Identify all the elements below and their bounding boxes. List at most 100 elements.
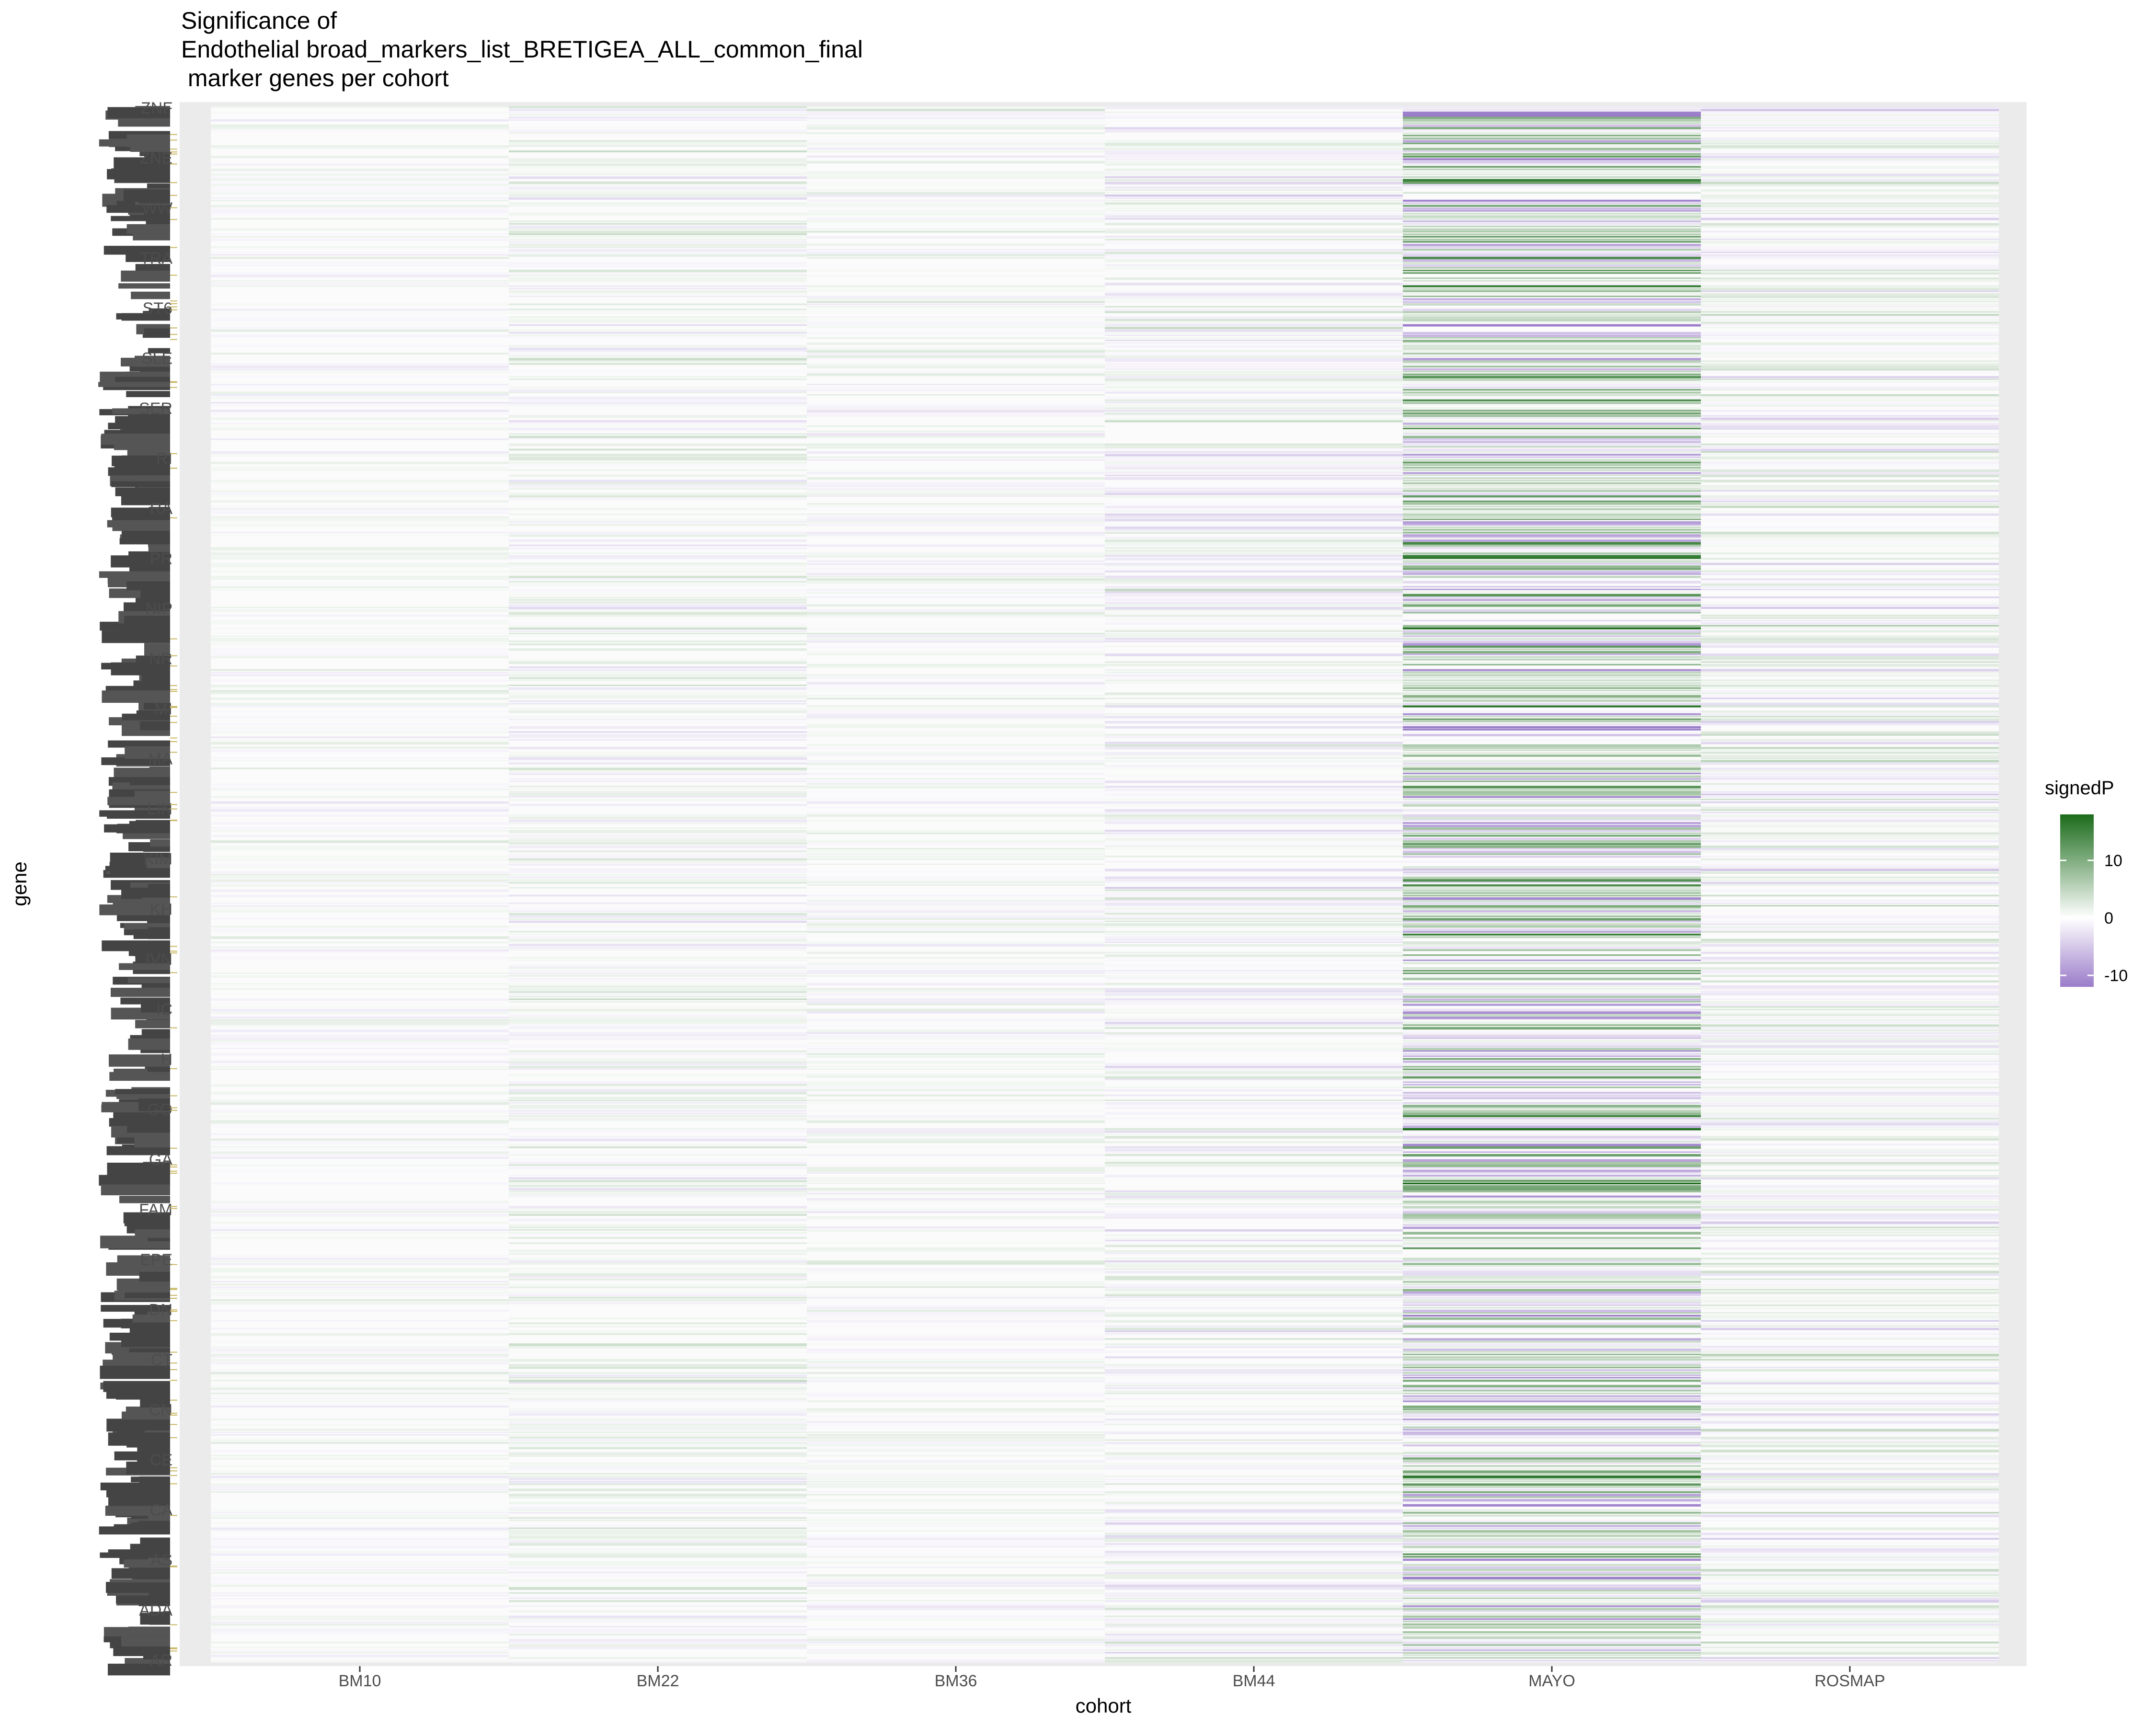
tile xyxy=(509,881,807,884)
tile xyxy=(1701,1307,1999,1310)
tile xyxy=(509,534,807,537)
tile xyxy=(1105,941,1403,943)
tile xyxy=(1403,822,1701,824)
tile xyxy=(1701,171,1999,173)
tile xyxy=(1403,1123,1701,1125)
overlapping-gene-label xyxy=(133,231,170,240)
tile xyxy=(807,1605,1105,1608)
tile xyxy=(1701,1045,1999,1048)
tile xyxy=(1403,628,1701,629)
tile xyxy=(211,179,509,181)
legend-tick-label: -10 xyxy=(2104,967,2128,985)
tile xyxy=(1403,1454,1701,1457)
tile xyxy=(509,871,807,873)
tile xyxy=(807,1608,1105,1610)
tile xyxy=(509,1481,807,1483)
tile xyxy=(1701,687,1999,689)
tile xyxy=(807,615,1105,617)
tile xyxy=(1701,1507,1999,1509)
tile xyxy=(1701,399,1999,401)
tile xyxy=(1403,887,1701,890)
tile xyxy=(1403,446,1701,448)
tile xyxy=(1105,1647,1403,1649)
tile xyxy=(509,1610,807,1613)
tile xyxy=(1701,1004,1999,1006)
tile xyxy=(211,1540,509,1543)
tile xyxy=(1701,570,1999,572)
tile xyxy=(509,1097,807,1099)
tile xyxy=(1403,949,1701,951)
tile xyxy=(1701,371,1999,374)
tile xyxy=(1403,1327,1701,1331)
tile xyxy=(509,1441,807,1444)
tile xyxy=(1105,1252,1403,1255)
tile xyxy=(807,853,1105,856)
tile xyxy=(807,695,1105,697)
tile xyxy=(1403,643,1701,646)
tile xyxy=(509,544,807,546)
tile xyxy=(509,1377,807,1379)
tile xyxy=(1403,116,1701,119)
tile xyxy=(211,1320,509,1322)
tile xyxy=(211,1509,509,1512)
tile xyxy=(1105,726,1403,729)
tile xyxy=(807,1172,1105,1174)
tile xyxy=(1403,215,1701,218)
tile xyxy=(211,710,509,712)
tile xyxy=(1105,1242,1403,1244)
tile xyxy=(1701,423,1999,425)
tile xyxy=(211,482,509,484)
tile xyxy=(1403,376,1701,378)
tile xyxy=(509,1283,807,1286)
tile xyxy=(211,1206,509,1208)
tile xyxy=(1701,485,1999,488)
tile xyxy=(211,606,509,608)
tile xyxy=(1701,1079,1999,1080)
overlapping-gene-label xyxy=(146,220,170,226)
tile xyxy=(1701,698,1999,699)
tile xyxy=(807,492,1105,495)
tile xyxy=(807,316,1105,318)
tile xyxy=(1701,962,1999,964)
tile xyxy=(509,316,807,318)
tile xyxy=(509,788,807,790)
tile xyxy=(1403,153,1701,156)
tile xyxy=(1105,329,1403,332)
overlapping-gene-label xyxy=(141,674,170,687)
tile xyxy=(1701,1441,1999,1443)
tile xyxy=(1403,230,1701,233)
tile xyxy=(211,1268,509,1270)
tile xyxy=(807,1400,1105,1403)
tile xyxy=(211,998,509,1001)
tile xyxy=(1403,1211,1701,1214)
tile xyxy=(1403,1429,1701,1431)
tile xyxy=(1701,731,1999,734)
tile xyxy=(807,617,1105,619)
tile xyxy=(1105,918,1403,920)
tile xyxy=(1701,454,1999,456)
tile xyxy=(1403,1232,1701,1235)
tile xyxy=(1701,256,1999,260)
tile xyxy=(1403,918,1701,921)
tile xyxy=(509,1286,807,1289)
tile xyxy=(1701,290,1999,292)
tile xyxy=(1105,542,1403,545)
tile xyxy=(1403,511,1701,514)
tile xyxy=(1701,1112,1999,1116)
tile xyxy=(1403,500,1701,503)
tile xyxy=(509,189,807,192)
tile xyxy=(1701,721,1999,723)
tile xyxy=(509,874,807,876)
tile xyxy=(1701,189,1999,192)
tile xyxy=(509,438,807,441)
tile xyxy=(211,217,509,220)
tile xyxy=(211,1283,509,1285)
tile xyxy=(509,321,807,323)
tile xyxy=(211,806,509,809)
tile xyxy=(1701,1527,1999,1530)
overlapping-gene-label xyxy=(135,790,170,798)
overlapping-gene-label xyxy=(124,616,170,628)
tile xyxy=(807,1270,1105,1273)
tile xyxy=(509,1099,807,1101)
tile xyxy=(807,1037,1105,1040)
